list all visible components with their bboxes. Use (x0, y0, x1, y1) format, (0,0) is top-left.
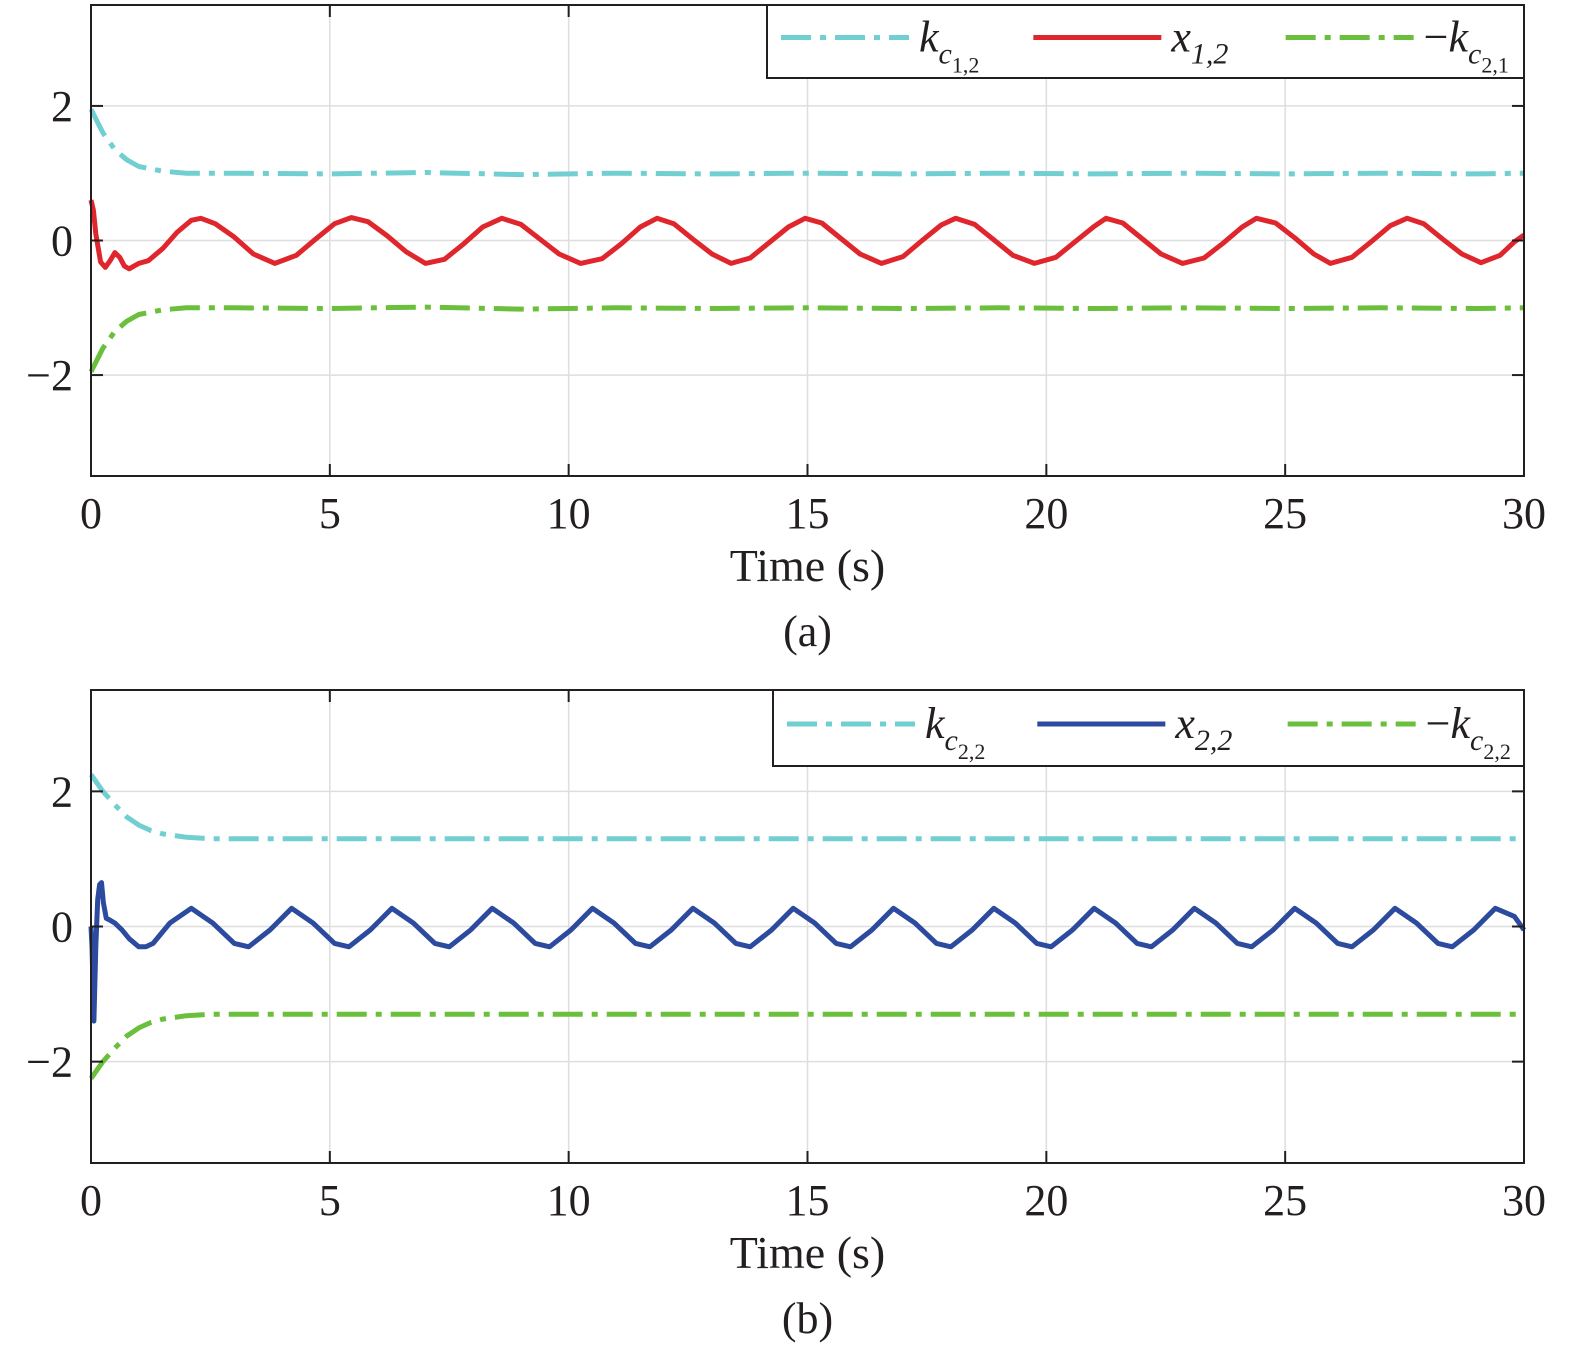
legend-base: x (1174, 699, 1195, 748)
y-tick-label: 2 (51, 82, 73, 131)
legend-label-0: kc2,2 (925, 699, 985, 764)
series-line-1 (88, 880, 1527, 1024)
series-line-1 (88, 199, 1526, 272)
x-tick-label: 10 (547, 489, 591, 538)
x-tick-label: 30 (1502, 489, 1546, 538)
legend-box (766, 4, 1525, 79)
series-line-2 (88, 304, 1525, 373)
legend-sub: 1,2 (1191, 38, 1229, 71)
legend-label-1: x1,2 (1170, 13, 1228, 71)
y-tick-label: 0 (51, 217, 73, 266)
legend-sub: c (939, 38, 952, 71)
legend-label-2: −kc2,1 (1424, 13, 1509, 78)
x-tick-label: 0 (80, 489, 102, 538)
legend-subsub: 2,1 (1481, 53, 1509, 78)
x-tick-label: 30 (1502, 1176, 1546, 1225)
legend-sub: c (1468, 38, 1481, 71)
legend-lead: − (1426, 699, 1451, 748)
x-tick-label: 20 (1024, 1176, 1068, 1225)
y-tick-label: −2 (26, 1038, 73, 1087)
legend-base: k (925, 699, 946, 748)
y-tick-label: 2 (51, 767, 73, 816)
series-line-0 (88, 108, 1525, 178)
legend-label-1: x2,2 (1174, 699, 1232, 757)
x-tick-label: 25 (1263, 1176, 1307, 1225)
legend-sub: 2,2 (1195, 724, 1233, 757)
panel-label: (b) (782, 1294, 833, 1343)
y-tick-label: −2 (26, 351, 73, 400)
x-tick-label: 5 (319, 1176, 341, 1225)
legend-lead: − (1424, 13, 1449, 62)
legend-label-2: −kc2,2 (1426, 699, 1511, 764)
legend-subsub: 2,2 (958, 739, 986, 764)
legend: kc2,2x2,2 −kc2,2 (772, 689, 1525, 767)
legend-sub: c (945, 724, 958, 757)
series-line-0 (88, 773, 1524, 842)
x-tick-label: 15 (786, 1176, 830, 1225)
x-tick-label: 15 (786, 489, 830, 538)
y-tick-label: 0 (51, 903, 73, 952)
panel-label: (a) (783, 607, 832, 656)
legend-sub: c (1470, 724, 1483, 757)
x-axis-label: Time (s) (730, 1227, 886, 1278)
series-line-2 (88, 1011, 1524, 1080)
x-tick-label: 20 (1024, 489, 1068, 538)
legend-subsub: 1,2 (952, 53, 980, 78)
legend-subsub: 2,2 (1483, 739, 1511, 764)
x-tick-label: 5 (319, 489, 341, 538)
legend-base: k (1450, 699, 1471, 748)
x-tick-label: 0 (80, 1176, 102, 1225)
legend-box (772, 689, 1525, 767)
legend-base: k (919, 13, 940, 62)
legend: kc1,2x1,2 −kc2,1 (766, 4, 1525, 79)
legend-label-0: kc1,2 (919, 13, 979, 78)
x-tick-label: 10 (547, 1176, 591, 1225)
x-tick-label: 25 (1263, 489, 1307, 538)
legend-base: k (1448, 13, 1469, 62)
legend-base: x (1170, 13, 1191, 62)
x-axis-label: Time (s) (730, 540, 886, 591)
